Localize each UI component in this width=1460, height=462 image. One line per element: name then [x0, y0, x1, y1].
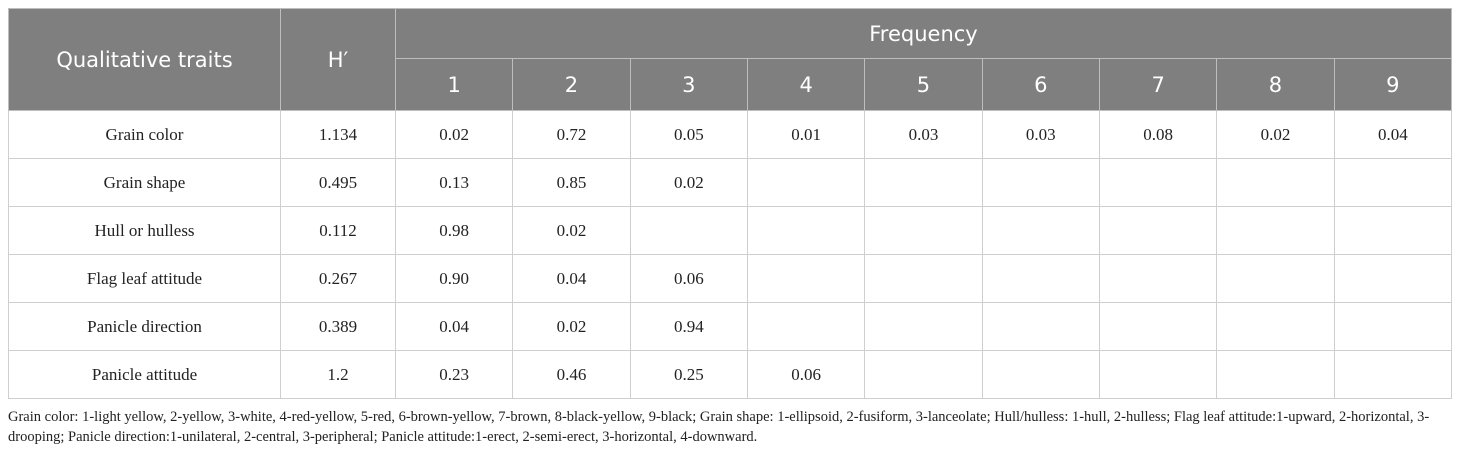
- frequency-cell: [746, 206, 866, 255]
- table-row: Grain color 1.134 0.02 0.72 0.05 0.01 0.03 0.03…: [8, 110, 1453, 159]
- header-cell: H′: [280, 8, 396, 111]
- frequency-cell: [864, 302, 983, 351]
- table-row: Grain shape 0.495 0.13 0.85 0.02: [8, 158, 1453, 207]
- frequency-cell: 0.05: [629, 110, 748, 159]
- frequency-cell: [864, 158, 983, 207]
- frequency-cell: 0.85: [512, 158, 631, 207]
- frequency-cell: 0.01: [746, 110, 866, 159]
- header-cell: 7: [1098, 58, 1218, 111]
- frequency-cell: 0.94: [629, 302, 748, 351]
- frequency-cell: 0.02: [512, 206, 631, 255]
- frequency-cell: 0.04: [512, 254, 631, 303]
- frequency-cell: 0.02: [1216, 110, 1335, 159]
- h-cell: 0.112: [280, 206, 396, 255]
- frequency-cell: 0.23: [394, 350, 514, 399]
- frequency-cell: 0.02: [394, 110, 514, 159]
- frequency-cell: 0.08: [1098, 110, 1218, 159]
- header-cell: 4: [746, 58, 866, 111]
- frequency-cell: 0.03: [981, 110, 1100, 159]
- h-cell: 1.2: [280, 350, 396, 399]
- frequency-cell: [1098, 158, 1218, 207]
- frequency-cell: [1216, 206, 1335, 255]
- frequency-cell: [1333, 206, 1453, 255]
- frequency-cell: [1098, 206, 1218, 255]
- trait-cell: Panicle attitude: [8, 350, 281, 399]
- frequency-cell: [1098, 302, 1218, 351]
- frequency-cell: [1216, 302, 1335, 351]
- frequency-cell: 0.46: [512, 350, 631, 399]
- frequency-cell: [1098, 254, 1218, 303]
- footnote: Grain color: 1-light yellow, 2-yellow, 3…: [8, 409, 1430, 445]
- trait-cell: Hull or hulless: [8, 206, 281, 255]
- header-cell: Frequency: [395, 8, 1452, 59]
- frequency-cell: 0.13: [394, 158, 514, 207]
- table-row: Hull or hulless 0.112 0.98 0.02: [8, 206, 1453, 255]
- header-cell: Qualitative traits: [8, 8, 281, 111]
- frequency-cell: 0.72: [512, 110, 631, 159]
- table-row: Panicle direction 0.389 0.04 0.02 0.94: [8, 302, 1453, 351]
- frequency-cell: [746, 302, 866, 351]
- frequency-cell: 0.04: [1333, 110, 1453, 159]
- frequency-cell: [864, 350, 983, 399]
- frequency-cell: [1333, 302, 1453, 351]
- frequency-cell: [981, 302, 1100, 351]
- h-cell: 0.267: [280, 254, 396, 303]
- header-cell: 1: [394, 58, 514, 111]
- frequency-cell: 0.25: [629, 350, 748, 399]
- frequency-cell: [1216, 158, 1335, 207]
- trait-cell: Panicle direction: [8, 302, 281, 351]
- frequency-cell: [981, 206, 1100, 255]
- header-cell: 2: [512, 58, 631, 111]
- frequency-cell: [746, 158, 866, 207]
- frequency-cell: 0.98: [394, 206, 514, 255]
- header-cell: 6: [981, 58, 1100, 111]
- trait-cell: Flag leaf attitude: [8, 254, 281, 303]
- frequency-cell: [1333, 350, 1453, 399]
- frequency-cell: [1216, 350, 1335, 399]
- frequency-cell: [864, 254, 983, 303]
- header-cell: 8: [1216, 58, 1335, 111]
- header-cell: 3: [629, 58, 748, 111]
- h-cell: 0.389: [280, 302, 396, 351]
- frequency-cell: [981, 158, 1100, 207]
- frequency-cell: [1098, 350, 1218, 399]
- frequency-cell: 0.03: [864, 110, 983, 159]
- frequency-cell: [629, 206, 748, 255]
- table-row: Panicle attitude 1.2 0.23 0.46 0.25 0.06: [8, 350, 1453, 399]
- trait-cell: Grain shape: [8, 158, 281, 207]
- table-row: Flag leaf attitude 0.267 0.90 0.04 0.06: [8, 254, 1453, 303]
- header-cell: 5: [864, 58, 983, 111]
- frequency-cell: 0.06: [629, 254, 748, 303]
- frequency-cell: 0.06: [746, 350, 866, 399]
- frequency-cell: 0.02: [512, 302, 631, 351]
- h-cell: 0.495: [280, 158, 396, 207]
- frequency-cell: [981, 350, 1100, 399]
- frequency-cell: [981, 254, 1100, 303]
- frequency-cell: [1333, 254, 1453, 303]
- frequency-cell: 0.90: [394, 254, 514, 303]
- frequency-cell: [1333, 158, 1453, 207]
- h-cell: 1.134: [280, 110, 396, 159]
- frequency-cell: 0.04: [394, 302, 514, 351]
- frequency-cell: 0.02: [629, 158, 748, 207]
- header-cell: 9: [1333, 58, 1453, 111]
- trait-cell: Grain color: [8, 110, 281, 159]
- frequency-cell: [864, 206, 983, 255]
- frequency-cell: [1216, 254, 1335, 303]
- frequency-cell: [746, 254, 866, 303]
